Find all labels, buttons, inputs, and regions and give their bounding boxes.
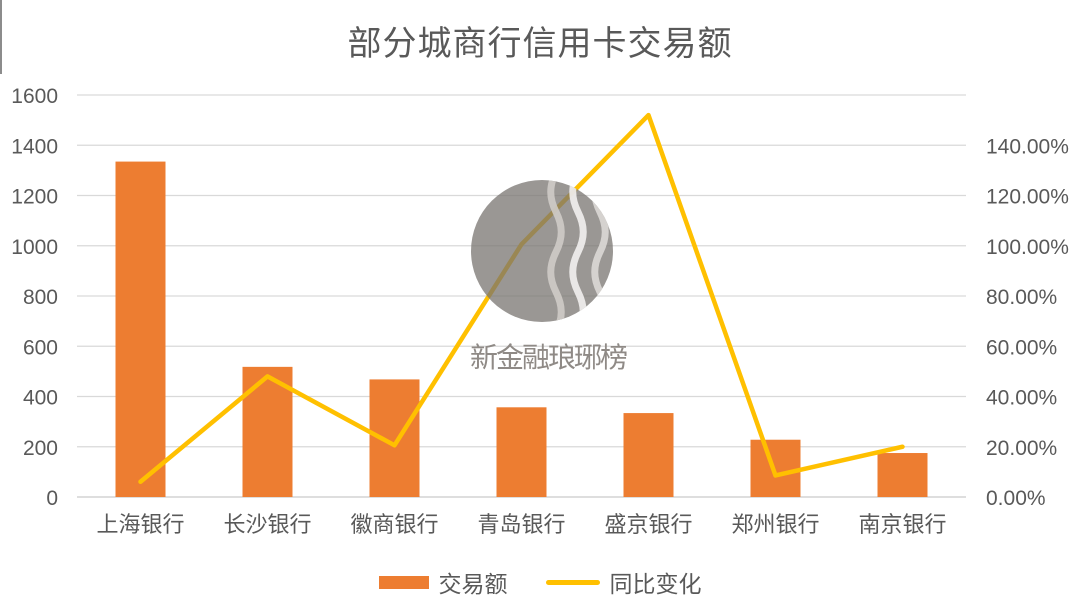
y-axis-left-tick-label: 1000 [11, 236, 58, 259]
y-axis-right-tick-label: 100.00% [986, 236, 1069, 259]
y-axis-right-tick-label: 60.00% [986, 336, 1057, 359]
bar-南京银行 [877, 453, 928, 497]
x-axis-category-label: 南京银行 [858, 512, 946, 537]
y-axis-right-tick-label: 0.00% [986, 487, 1046, 510]
y-axis-right-tick-label: 40.00% [986, 387, 1057, 410]
y-axis-left-tick-label: 1400 [11, 135, 58, 158]
legend-label-bar: 交易额 [438, 571, 508, 597]
legend: 交易额 同比变化 [0, 566, 1080, 598]
x-axis-category-label: 郑州银行 [731, 512, 819, 537]
bar-郑州银行 [750, 439, 801, 497]
x-axis-category-label: 上海银行 [96, 512, 184, 537]
bar-上海银行 [115, 161, 166, 498]
chart-title: 部分城商行信用卡交易额 [347, 25, 733, 63]
legend-label-line: 同比变化 [609, 571, 702, 597]
y-axis-left-tick-label: 200 [23, 437, 58, 460]
bar-青岛银行 [496, 407, 547, 497]
y-axis-left-tick-label: 1200 [11, 186, 58, 209]
y-axis-right-tick-label: 20.00% [986, 437, 1057, 460]
left-border-fragment [0, 0, 2, 74]
y-axis-left-tick-label: 0 [46, 487, 58, 510]
y-axis-right-tick-label: 140.00% [986, 135, 1069, 158]
x-axis-category-label: 徽商银行 [350, 512, 438, 537]
x-axis-category-label: 青岛银行 [477, 512, 565, 537]
y-axis-left-tick-label: 800 [23, 286, 58, 309]
y-axis-left-tick-label: 1600 [11, 85, 58, 108]
x-axis-category-label: 长沙银行 [223, 512, 311, 537]
y-axis-right-tick-label: 80.00% [986, 286, 1057, 309]
legend-bar-swatch [378, 575, 429, 589]
x-axis-category-label: 盛京银行 [604, 512, 692, 537]
bar-盛京银行 [623, 413, 674, 497]
y-axis-left-tick-label: 600 [23, 336, 58, 359]
legend-line-swatch [545, 579, 600, 585]
y-axis-left-tick-label: 400 [23, 387, 58, 410]
y-axis-right-tick-label: 120.00% [986, 186, 1069, 209]
